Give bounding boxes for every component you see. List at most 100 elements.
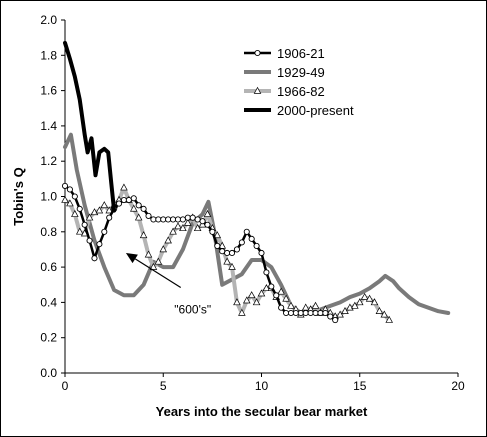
- legend-marker: [254, 49, 261, 57]
- data-point: [179, 216, 186, 223]
- legend-item: 1966-82: [244, 84, 325, 99]
- data-point: [66, 186, 73, 193]
- data-point: [332, 316, 339, 324]
- series-line: [63, 40, 117, 213]
- x-tick-label: 15: [353, 379, 367, 393]
- data-point: [81, 221, 88, 228]
- legend-marker: [253, 86, 262, 94]
- legend-item: 1906-21: [244, 46, 325, 61]
- y-tick-label: 2.0: [40, 13, 57, 27]
- x-tick-label: 0: [62, 379, 69, 393]
- data-point: [130, 195, 137, 202]
- data-point: [292, 309, 299, 317]
- annotation-label: "600's": [174, 302, 211, 316]
- data-point: [385, 315, 394, 323]
- legend-item: 2000-present: [244, 103, 354, 118]
- data-point: [75, 227, 84, 235]
- data-point: [144, 250, 153, 258]
- data-point: [86, 237, 93, 244]
- data-point: [95, 206, 104, 214]
- data-point: [115, 200, 123, 207]
- data-point: [297, 309, 304, 317]
- legend-item: 1929-49: [244, 65, 325, 80]
- data-point: [193, 224, 202, 232]
- data-point: [203, 209, 212, 217]
- data-point: [341, 306, 349, 314]
- data-point: [204, 221, 211, 228]
- data-point: [100, 201, 109, 209]
- data-point: [135, 202, 142, 209]
- data-point: [76, 205, 83, 212]
- series-layer: [61, 40, 451, 324]
- data-point: [145, 212, 152, 219]
- arrowhead-icon: [125, 252, 138, 264]
- annotation: "600's": [125, 252, 211, 316]
- x-tick-label: 5: [160, 379, 167, 393]
- data-point: [184, 214, 191, 221]
- data-point: [365, 294, 374, 302]
- series-2000-present: [63, 40, 117, 213]
- x-tick-label: 10: [255, 379, 269, 393]
- data-point: [189, 214, 196, 221]
- data-point: [233, 246, 240, 253]
- data-point: [224, 249, 231, 257]
- data-point: [66, 199, 74, 207]
- data-point: [242, 296, 251, 304]
- data-point: [302, 309, 309, 317]
- data-point: [238, 308, 246, 316]
- data-point: [247, 291, 256, 299]
- data-point: [134, 213, 143, 221]
- legend-label: 1929-49: [277, 65, 325, 80]
- data-point: [248, 235, 255, 242]
- series-1906-21: [61, 182, 339, 324]
- data-point: [219, 248, 226, 255]
- data-point: [169, 227, 177, 235]
- data-point: [160, 216, 167, 223]
- legend-label: 2000-present: [277, 103, 354, 118]
- data-point: [370, 298, 379, 306]
- data-point: [258, 249, 265, 257]
- x-tick-label: 20: [451, 379, 465, 393]
- data-point: [184, 218, 192, 226]
- data-point: [174, 222, 182, 230]
- data-point: [120, 183, 128, 191]
- data-point: [322, 309, 329, 317]
- data-point: [317, 309, 324, 317]
- data-point: [194, 216, 201, 223]
- y-tick-label: 1.0: [40, 190, 57, 204]
- data-point: [327, 313, 334, 320]
- data-point: [243, 228, 250, 235]
- data-point: [164, 236, 172, 244]
- data-point: [273, 292, 280, 299]
- data-point: [179, 224, 187, 232]
- y-tick-label: 1.6: [40, 84, 57, 98]
- legend-label: 1966-82: [277, 84, 325, 99]
- data-point: [71, 193, 78, 200]
- data-point: [91, 255, 98, 262]
- data-point: [257, 289, 266, 297]
- y-tick-label: 0.2: [40, 331, 57, 345]
- data-point: [159, 245, 168, 253]
- data-point: [233, 298, 241, 306]
- axes: 0.0 0.2 0.4 0.6 0.8 1.0 1.2 1.4 1.6 1.8 2.0 0 5 10 15 2…: [40, 13, 465, 393]
- data-point: [71, 209, 79, 217]
- annotation-arrow: [134, 258, 182, 288]
- data-point: [228, 249, 236, 257]
- legend-label: 1906-21: [277, 46, 325, 61]
- data-point: [85, 213, 94, 221]
- data-point: [283, 309, 290, 317]
- data-point: [253, 242, 260, 249]
- data-point: [209, 228, 216, 235]
- x-axis-title: Years into the secular bear market: [156, 404, 368, 419]
- data-point: [61, 195, 69, 203]
- data-point: [223, 257, 231, 265]
- data-point: [277, 287, 285, 295]
- series-line: [63, 132, 451, 315]
- data-point: [360, 292, 369, 300]
- data-point: [155, 216, 162, 223]
- data-point: [380, 310, 389, 318]
- data-point: [268, 283, 275, 290]
- data-point: [139, 231, 148, 239]
